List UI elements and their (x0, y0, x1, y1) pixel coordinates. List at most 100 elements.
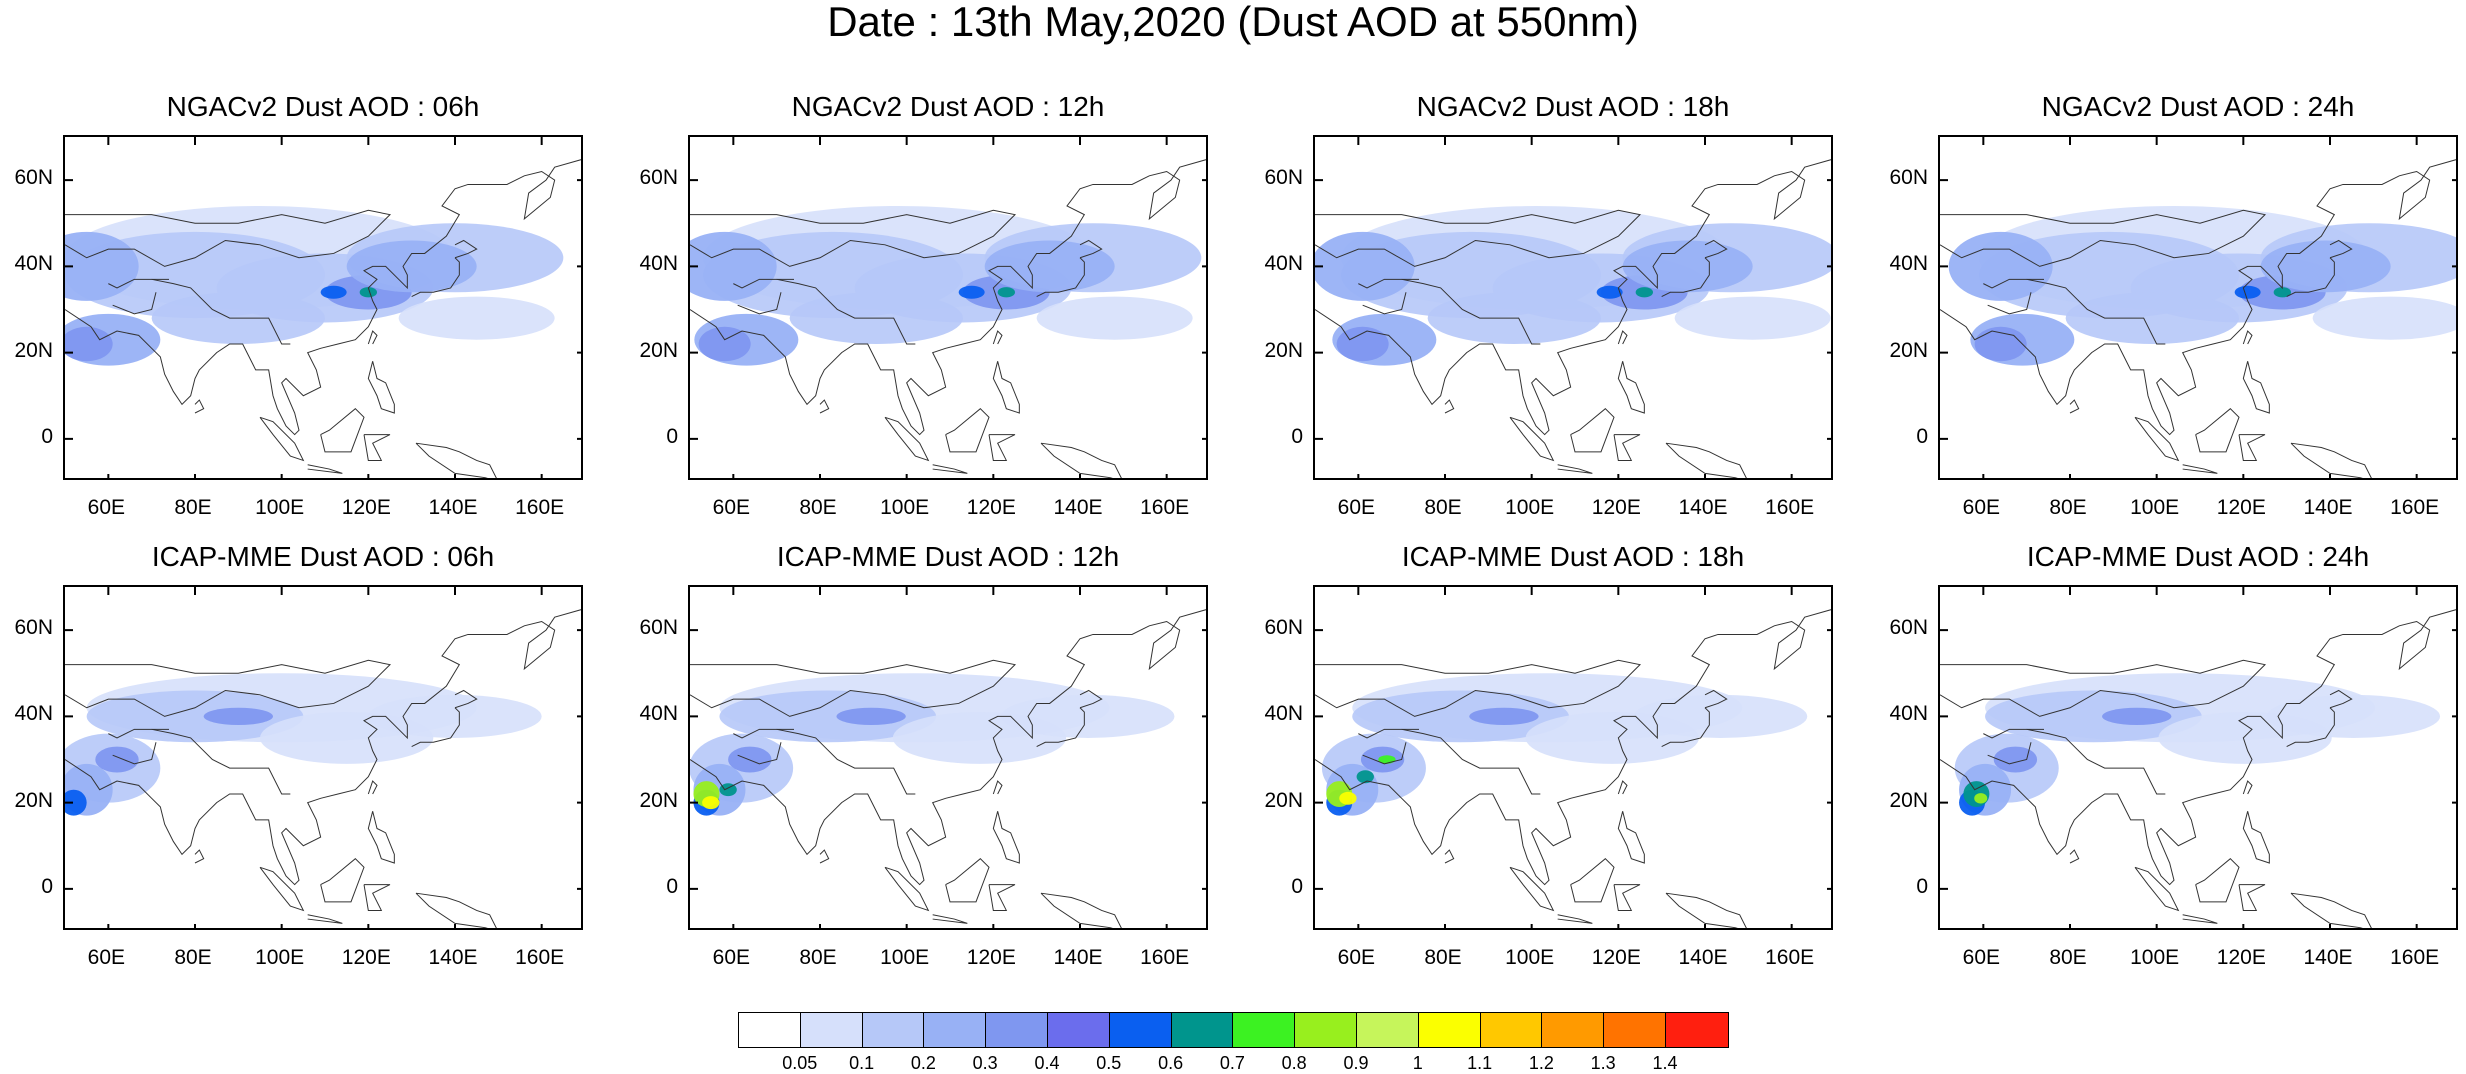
coastline (2182, 914, 2218, 924)
coastline (1704, 239, 1728, 259)
coastline (2329, 689, 2353, 709)
coastline (1036, 257, 1085, 298)
dust-plume (1315, 231, 1415, 301)
lat-tick-label: 60N (639, 616, 678, 640)
dust-plume (1963, 781, 1990, 807)
dust-plume (1635, 287, 1653, 298)
lat-tick-label: 20N (1889, 788, 1928, 812)
dust-plume (320, 285, 347, 299)
lon-tick-label: 140E (1053, 946, 1103, 969)
lon-tick-label: 60E (1962, 496, 2001, 519)
dust-aod-field (1315, 137, 1831, 478)
coastline (1509, 416, 1555, 462)
coastline (2242, 361, 2270, 414)
lat-tick-label: 40N (14, 702, 53, 726)
lat-tick-label: 20N (1264, 788, 1303, 812)
coastline (1358, 278, 1419, 289)
lat-tick-label: 40N (14, 252, 53, 276)
map-panel (63, 585, 583, 930)
dust-plume (1469, 707, 1539, 725)
colorbar-label: 0.6 (1158, 1053, 1184, 1073)
lon-tick-label: 160E (515, 496, 565, 519)
coastline (1315, 659, 1642, 717)
dust-plume (1993, 746, 2038, 773)
coastline (690, 209, 1017, 267)
dust-plume (1339, 791, 1357, 805)
coastline (1983, 728, 2044, 739)
coastline (1617, 361, 1645, 414)
colorbar-swatch (1295, 1013, 1357, 1047)
colorbar-label: 1.2 (1528, 1053, 1554, 1073)
coastline (1362, 742, 1407, 765)
coastline (320, 408, 365, 453)
colorbar-swatch (1604, 1013, 1666, 1047)
coastline (367, 811, 395, 864)
coastline (733, 278, 794, 289)
coastline (737, 742, 782, 765)
dust-plume (1356, 770, 1374, 784)
lon-tick-label: 100E (2130, 496, 2180, 519)
coastline (1987, 742, 2032, 765)
dust-plume (1633, 694, 1808, 738)
lon-tick-label: 140E (1678, 496, 1728, 519)
colorbar-label: 1.4 (1652, 1053, 1678, 1073)
coastline (1617, 811, 1645, 864)
coastline (454, 689, 478, 709)
colorbar-swatch (1542, 1013, 1605, 1047)
dust-aod-field (1940, 137, 2456, 478)
coastline (307, 914, 343, 924)
coastline (415, 892, 497, 928)
lat-tick-label: 0 (41, 424, 53, 448)
coastline (1557, 914, 1593, 924)
colorbar-swatch (1047, 1013, 1110, 1047)
coastline (1617, 780, 1628, 795)
dust-plume (1336, 326, 1389, 362)
coastline (1401, 278, 1541, 345)
coastline (988, 884, 1016, 911)
dust-plume (2234, 285, 2261, 299)
dust-plume (65, 326, 113, 362)
lon-tick-label: 100E (2130, 946, 2180, 969)
coastline (2195, 408, 2240, 453)
coastline (363, 884, 391, 911)
colorbar-swatch (1356, 1013, 1419, 1047)
coastline (1661, 707, 1710, 748)
lat-tick-label: 60N (14, 616, 53, 640)
colorbar-swatch (800, 1013, 863, 1047)
coastline (2134, 416, 2180, 462)
colorbar-swatch (1171, 1013, 1234, 1047)
lon-tick-label: 140E (1678, 946, 1728, 969)
coastline (1940, 659, 2267, 717)
coastline (151, 728, 291, 795)
panel-title: ICAP-MME Dust AOD : 24h (2026, 541, 2370, 572)
dust-plume (997, 287, 1015, 298)
dust-plume (2273, 287, 2291, 298)
coastline (776, 278, 916, 345)
lon-tick-label: 160E (1765, 946, 1815, 969)
dust-plume (346, 240, 477, 293)
panel-title: ICAP-MME Dust AOD : 18h (1401, 541, 1745, 572)
colorbar-label: 0.9 (1343, 1053, 1369, 1073)
lon-tick-label: 60E (1962, 946, 2001, 969)
coastline (1570, 858, 1615, 903)
coastline (367, 780, 378, 795)
dust-plume (359, 287, 378, 298)
lon-tick-label: 60E (87, 946, 126, 969)
colorbar-label: 0.2 (910, 1053, 936, 1073)
lon-tick-label: 80E (2049, 496, 2087, 519)
coastline (932, 464, 968, 474)
coastline (2242, 330, 2253, 345)
coastline (1362, 292, 1407, 315)
coastline (1358, 728, 1419, 739)
lat-tick-label: 60N (1264, 616, 1303, 640)
lon-tick-label: 140E (2303, 946, 2353, 969)
lon-tick-label: 100E (1505, 946, 1555, 969)
colorbar-label: 0.1 (849, 1053, 875, 1073)
dust-plume (1001, 694, 1175, 738)
coastline (945, 408, 990, 453)
dust-plume (65, 789, 87, 816)
coastline (1079, 689, 1103, 709)
lon-tick-label: 100E (255, 946, 305, 969)
coastline (1940, 159, 2456, 436)
lon-tick-label: 60E (712, 946, 751, 969)
